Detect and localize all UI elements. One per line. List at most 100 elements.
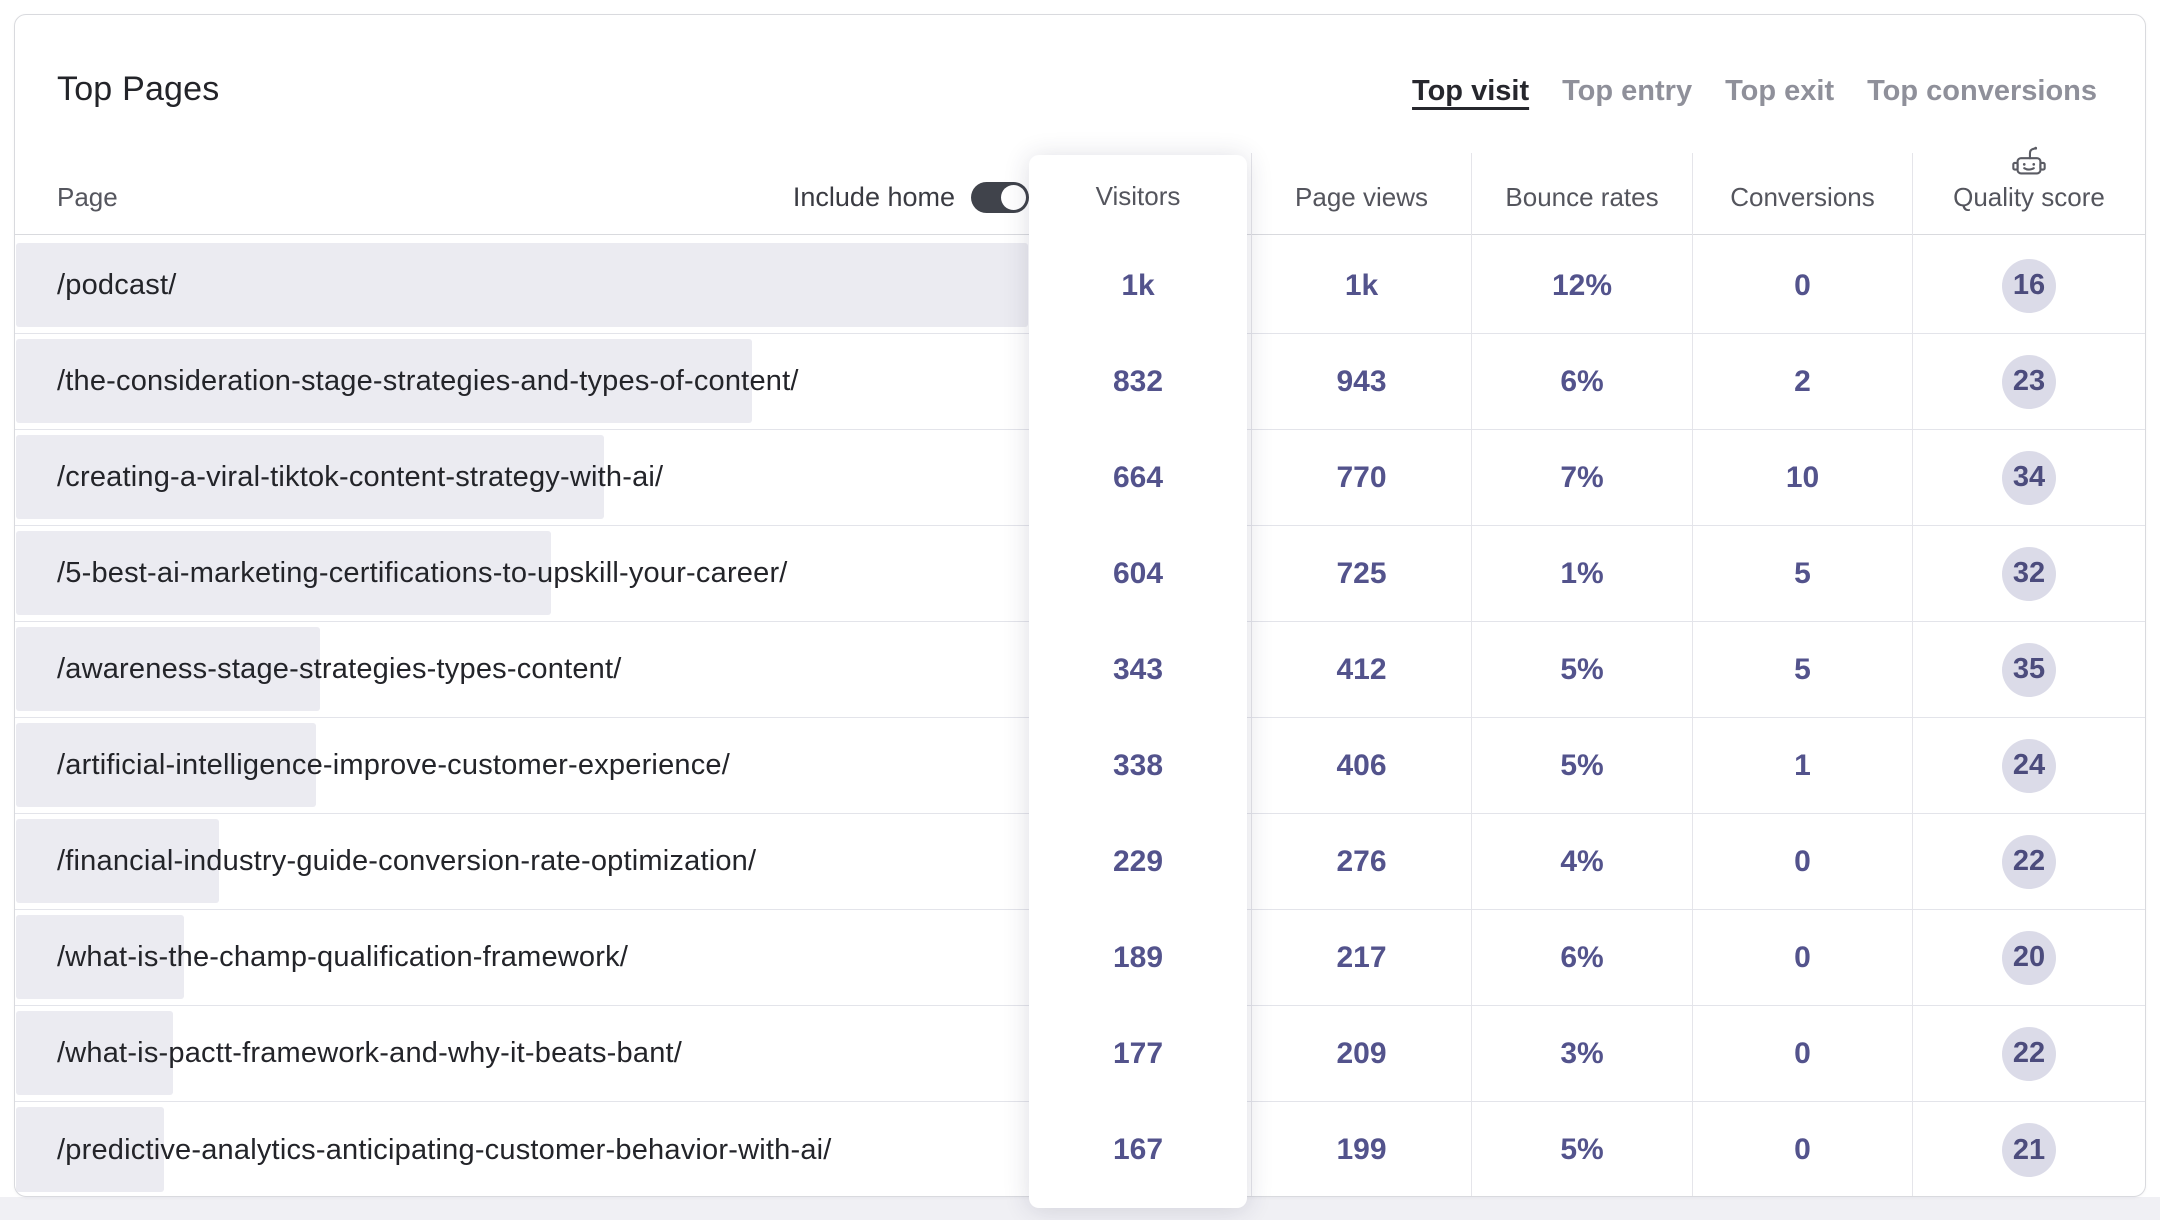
visitors-bar-track [16, 435, 1028, 519]
quality-score-badge: 22 [2002, 834, 2056, 889]
quality-score-badge: 23 [2002, 354, 2056, 409]
conversions-value: 0 [1794, 1036, 1811, 1070]
conversions-value: 5 [1794, 556, 1811, 590]
bounce-rate-value: 5% [1560, 652, 1604, 686]
table-row[interactable]: /predictive-analytics-anticipating-custo… [15, 1102, 2145, 1198]
page-url[interactable]: /5-best-ai-marketing-certifications-to-u… [57, 557, 788, 589]
tab-top-conversions[interactable]: Top conversions [1867, 75, 2097, 107]
visitors-value: 604 [1112, 557, 1164, 590]
pages-table: /podcast/1k 12% 0 16/the-consideration-stag… [15, 238, 2145, 1198]
visitors-bar [16, 819, 220, 903]
include-home-control: Include home [15, 180, 1029, 214]
quality-score-badge: 24 [2002, 738, 2056, 793]
quality-score-cell: 16 [1912, 238, 2146, 333]
visitors-bar [16, 627, 320, 711]
conversions-value: 5 [1794, 652, 1811, 686]
visitors-value: 167 [1112, 1133, 1164, 1166]
toggle-knob [1001, 184, 1026, 210]
column-header-page-views: Page views [1295, 182, 1428, 212]
table-row[interactable]: /5-best-ai-marketing-certifications-to-u… [15, 526, 2145, 622]
visitors-value: 664 [1112, 461, 1164, 494]
page-url[interactable]: /artificial-intelligence-improve-custome… [57, 749, 731, 781]
column-header-quality-score: Quality score [1953, 182, 2105, 212]
bounce-rate-value: 6% [1560, 364, 1604, 398]
quality-score-badge: 21 [2002, 1123, 2056, 1177]
report-tabs: Top visit Top entry Top exit Top conversion… [1412, 73, 2097, 109]
bounce-rate-value: 12% [1551, 268, 1613, 302]
bounce-rate-value: 6% [1560, 940, 1604, 974]
visitors-bar [16, 1011, 173, 1095]
conversions-value: 0 [1794, 1133, 1811, 1166]
page-views-value: 412 [1336, 652, 1387, 686]
visitors-bar [16, 915, 184, 999]
page-background-strip [0, 1197, 2160, 1220]
page-url[interactable]: /awareness-stage-strategies-types-conten… [57, 653, 622, 685]
column-divider [1912, 153, 1913, 1196]
visitors-value: 177 [1112, 1037, 1164, 1070]
conversions-value: 0 [1794, 940, 1811, 974]
page-views-value: 770 [1336, 460, 1387, 494]
visitors-values: 1k 832 664 604 343 338 229 189 177 167 [1029, 238, 1247, 1198]
page-views-value: 276 [1336, 844, 1387, 878]
page-url[interactable]: /the-consideration-stage-strategies-and-… [57, 365, 799, 397]
table-row[interactable]: /artificial-intelligence-improve-custome… [15, 718, 2145, 814]
page-views-value: 209 [1336, 1036, 1387, 1070]
conversions-value: 1 [1794, 748, 1811, 782]
visitors-value: 343 [1112, 653, 1164, 686]
visitors-bar [16, 1107, 164, 1192]
conversions-value: 10 [1785, 460, 1820, 494]
bounce-rate-value: 3% [1560, 1036, 1604, 1070]
table-row[interactable]: /podcast/1k 12% 0 16 [15, 238, 2145, 334]
quality-score-cell: 20 [1912, 910, 2146, 1005]
bounce-rate-value: 5% [1560, 748, 1604, 782]
visitors-value: 832 [1112, 365, 1164, 398]
bounce-rate-value: 7% [1560, 460, 1604, 494]
page-views-value: 725 [1336, 556, 1387, 590]
visitors-bar-track [16, 723, 1028, 807]
robot-icon [1912, 143, 2146, 186]
page-views-value: 199 [1336, 1133, 1387, 1166]
tab-top-visit[interactable]: Top visit [1412, 75, 1530, 107]
tab-top-entry[interactable]: Top entry [1562, 75, 1693, 107]
quality-score-cell: 21 [1912, 1102, 2146, 1198]
column-header-conversions: Conversions [1730, 182, 1875, 212]
tab-top-exit[interactable]: Top exit [1725, 75, 1835, 107]
visitors-value: 338 [1112, 749, 1164, 782]
quality-score-badge: 35 [2002, 642, 2056, 697]
page-title: Top Pages [57, 70, 220, 108]
visitors-bar-track [16, 339, 1028, 423]
page-views-value: 406 [1336, 748, 1387, 782]
page-url[interactable]: /what-is-the-champ-qualification-framewo… [57, 941, 629, 973]
include-home-label: Include home [792, 182, 955, 212]
column-header-bounce-rates: Bounce rates [1505, 182, 1659, 212]
quality-score-cell: 34 [1912, 430, 2146, 525]
quality-score-badge: 16 [2002, 258, 2056, 313]
visitors-bar [16, 339, 752, 423]
table-row[interactable]: /what-is-pactt-framework-and-why-it-beat… [15, 1006, 2145, 1102]
visitors-column-card: Visitors 1k 832 664 604 343 338 229 189 177 167 [1029, 155, 1247, 1208]
page-views-value: 1k [1344, 268, 1379, 302]
column-divider [1471, 153, 1472, 1196]
table-row[interactable]: /the-consideration-stage-strategies-and-… [15, 334, 2145, 430]
conversions-value: 0 [1794, 844, 1811, 878]
table-row[interactable]: /financial-industry-guide-conversion-rat… [15, 814, 2145, 910]
bounce-rate-value: 4% [1560, 844, 1604, 878]
visitors-value: 189 [1112, 941, 1164, 974]
quality-score-cell: 35 [1912, 622, 2146, 717]
visitors-value: 1k [1121, 269, 1155, 302]
quality-score-badge: 20 [2002, 930, 2056, 985]
visitors-bar [16, 243, 1028, 327]
column-divider [1692, 153, 1693, 1196]
page-views-value: 217 [1336, 940, 1387, 974]
table-row[interactable]: /awareness-stage-strategies-types-conten… [15, 622, 2145, 718]
visitors-bar-track [16, 819, 1028, 903]
include-home-toggle[interactable] [971, 181, 1029, 213]
page-url[interactable]: /podcast/ [57, 269, 177, 301]
page-url[interactable]: /what-is-pactt-framework-and-why-it-beat… [57, 1037, 683, 1069]
quality-score-cell: 24 [1912, 718, 2146, 813]
page-url[interactable]: /financial-industry-guide-conversion-rat… [57, 845, 757, 877]
visitors-bar [16, 723, 316, 807]
page-url[interactable]: /predictive-analytics-anticipating-custo… [57, 1133, 832, 1166]
page-url[interactable]: /creating-a-viral-tiktok-content-strateg… [57, 461, 664, 493]
